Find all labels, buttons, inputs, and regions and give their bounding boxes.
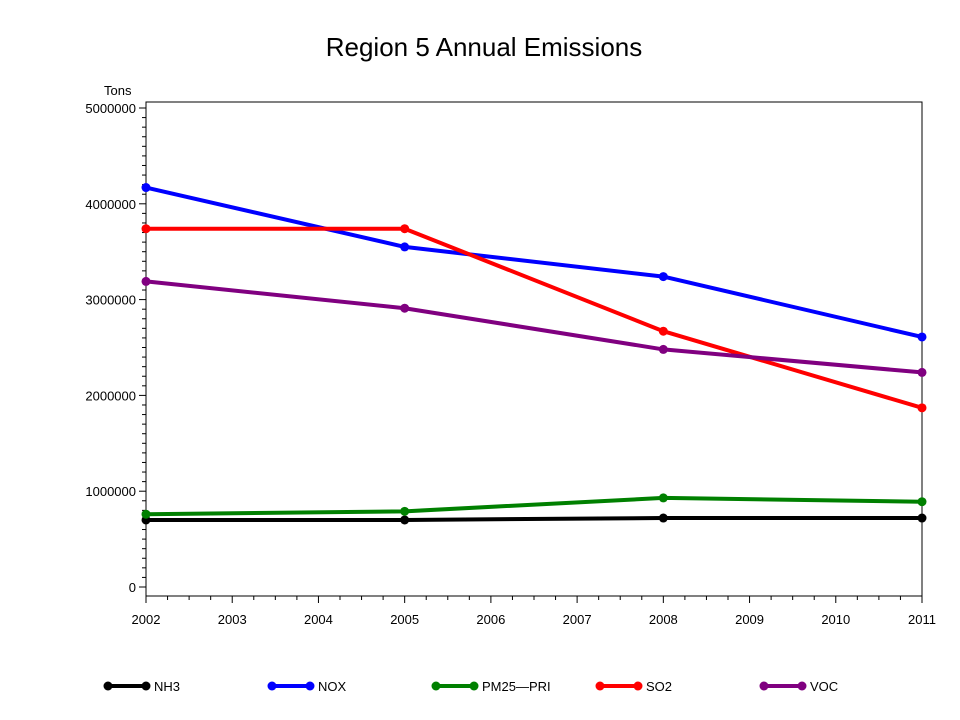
data-point-pm25-pri xyxy=(400,506,410,516)
y-tick-label: 1000000 xyxy=(85,484,136,499)
x-tick-label: 2011 xyxy=(908,612,936,627)
legend-marker-nh3 xyxy=(103,681,113,691)
legend-marker-pm25-pri xyxy=(431,681,441,691)
legend-label-so2: SO2 xyxy=(646,679,672,694)
x-tick-label: 2003 xyxy=(218,612,247,627)
legend-marker-nox xyxy=(267,681,277,691)
series-layer xyxy=(141,183,927,525)
data-point-voc xyxy=(400,303,410,313)
y-tick-label: 4000000 xyxy=(85,197,136,212)
legend-label-pm25-pri: PM25—PRI xyxy=(482,679,551,694)
data-point-nox xyxy=(658,272,668,282)
x-tick-label: 2004 xyxy=(304,612,333,627)
data-point-nox xyxy=(400,242,410,252)
series-line-voc xyxy=(144,279,924,375)
data-point-so2 xyxy=(400,224,410,234)
legend-marker-nox xyxy=(305,681,315,691)
x-tick-label: 2008 xyxy=(649,612,678,627)
legend-label-voc: VOC xyxy=(810,679,838,694)
legend-marker-pm25-pri xyxy=(469,681,479,691)
y-axis-label: Tons xyxy=(104,83,132,98)
data-point-nh3 xyxy=(400,515,410,525)
legend-marker-voc xyxy=(759,681,769,691)
data-point-pm25-pri xyxy=(658,493,668,503)
data-point-nh3 xyxy=(917,513,927,523)
x-tick-label: 2005 xyxy=(390,612,419,627)
x-tick-label: 2006 xyxy=(476,612,505,627)
legend-label-nh3: NH3 xyxy=(154,679,180,694)
series-line-nox xyxy=(144,185,924,339)
series-line-nh3 xyxy=(144,516,924,522)
y-tick-label: 3000000 xyxy=(85,293,136,308)
y-tick-label: 5000000 xyxy=(85,101,136,116)
legend: NH3 NOX PM25—PRI SO2 VOC xyxy=(103,679,838,694)
axes: 0 1000000 2000000 3000000 4000000 5000000 2002… xyxy=(85,101,936,627)
data-point-voc xyxy=(917,367,927,377)
series-line-so2 xyxy=(144,226,924,410)
data-point-pm25-pri xyxy=(141,509,151,519)
data-point-pm25-pri xyxy=(917,497,927,507)
data-point-so2 xyxy=(658,326,668,336)
data-point-nox xyxy=(917,332,927,342)
legend-marker-so2 xyxy=(633,681,643,691)
x-tick-label: 2007 xyxy=(563,612,592,627)
x-tick-label: 2009 xyxy=(735,612,764,627)
data-point-nh3 xyxy=(658,513,668,523)
data-point-voc xyxy=(141,276,151,286)
series-line-pm25-pri xyxy=(144,495,924,517)
data-point-so2 xyxy=(917,403,927,413)
y-tick-label: 0 xyxy=(129,580,136,595)
legend-label-nox: NOX xyxy=(318,679,347,694)
legend-marker-voc xyxy=(797,681,807,691)
data-point-nox xyxy=(141,183,151,193)
data-point-voc xyxy=(658,344,668,354)
x-tick-label: 2010 xyxy=(821,612,850,627)
y-tick-label: 2000000 xyxy=(85,388,136,403)
data-point-so2 xyxy=(141,224,151,234)
legend-marker-so2 xyxy=(595,681,605,691)
x-tick-label: 2002 xyxy=(132,612,161,627)
legend-marker-nh3 xyxy=(141,681,151,691)
chart-title: Region 5 Annual Emissions xyxy=(326,32,643,62)
